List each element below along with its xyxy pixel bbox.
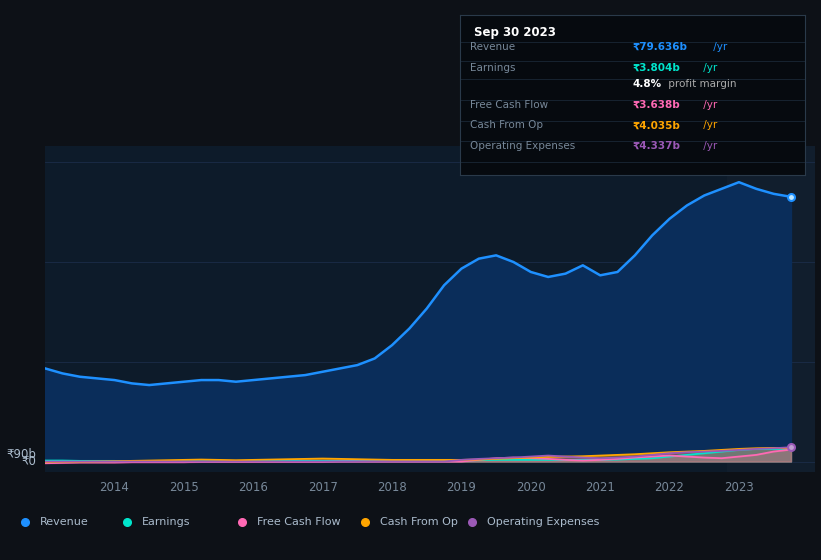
Text: ₹4.035b: ₹4.035b xyxy=(632,120,681,130)
Text: Operating Expenses: Operating Expenses xyxy=(487,517,599,527)
Text: ₹79.636b: ₹79.636b xyxy=(632,42,687,52)
Bar xyxy=(727,146,815,472)
Text: Free Cash Flow: Free Cash Flow xyxy=(470,100,548,110)
Text: Cash From Op: Cash From Op xyxy=(380,517,458,527)
Text: /yr: /yr xyxy=(700,120,718,130)
Text: /yr: /yr xyxy=(700,63,718,73)
Text: Revenue: Revenue xyxy=(470,42,516,52)
Text: 4.8%: 4.8% xyxy=(632,79,662,89)
Text: Earnings: Earnings xyxy=(470,63,516,73)
Text: ₹0: ₹0 xyxy=(21,455,36,468)
Text: /yr: /yr xyxy=(710,42,727,52)
Text: /yr: /yr xyxy=(700,100,718,110)
Text: ₹3.804b: ₹3.804b xyxy=(632,63,681,73)
Text: ₹3.638b: ₹3.638b xyxy=(632,100,681,110)
Text: Operating Expenses: Operating Expenses xyxy=(470,141,576,151)
Text: Free Cash Flow: Free Cash Flow xyxy=(257,517,341,527)
Text: Sep 30 2023: Sep 30 2023 xyxy=(474,26,556,39)
Text: /yr: /yr xyxy=(700,141,718,151)
Text: Earnings: Earnings xyxy=(142,517,190,527)
Text: ₹90b: ₹90b xyxy=(6,449,36,461)
Text: Revenue: Revenue xyxy=(39,517,88,527)
Text: Cash From Op: Cash From Op xyxy=(470,120,544,130)
Text: ₹4.337b: ₹4.337b xyxy=(632,141,681,151)
Text: profit margin: profit margin xyxy=(665,79,736,89)
